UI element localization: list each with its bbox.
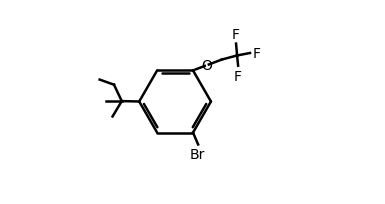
Text: F: F	[234, 69, 242, 83]
Text: O: O	[201, 59, 212, 73]
Text: F: F	[253, 47, 261, 61]
Text: Br: Br	[189, 147, 205, 161]
Text: F: F	[232, 27, 240, 41]
